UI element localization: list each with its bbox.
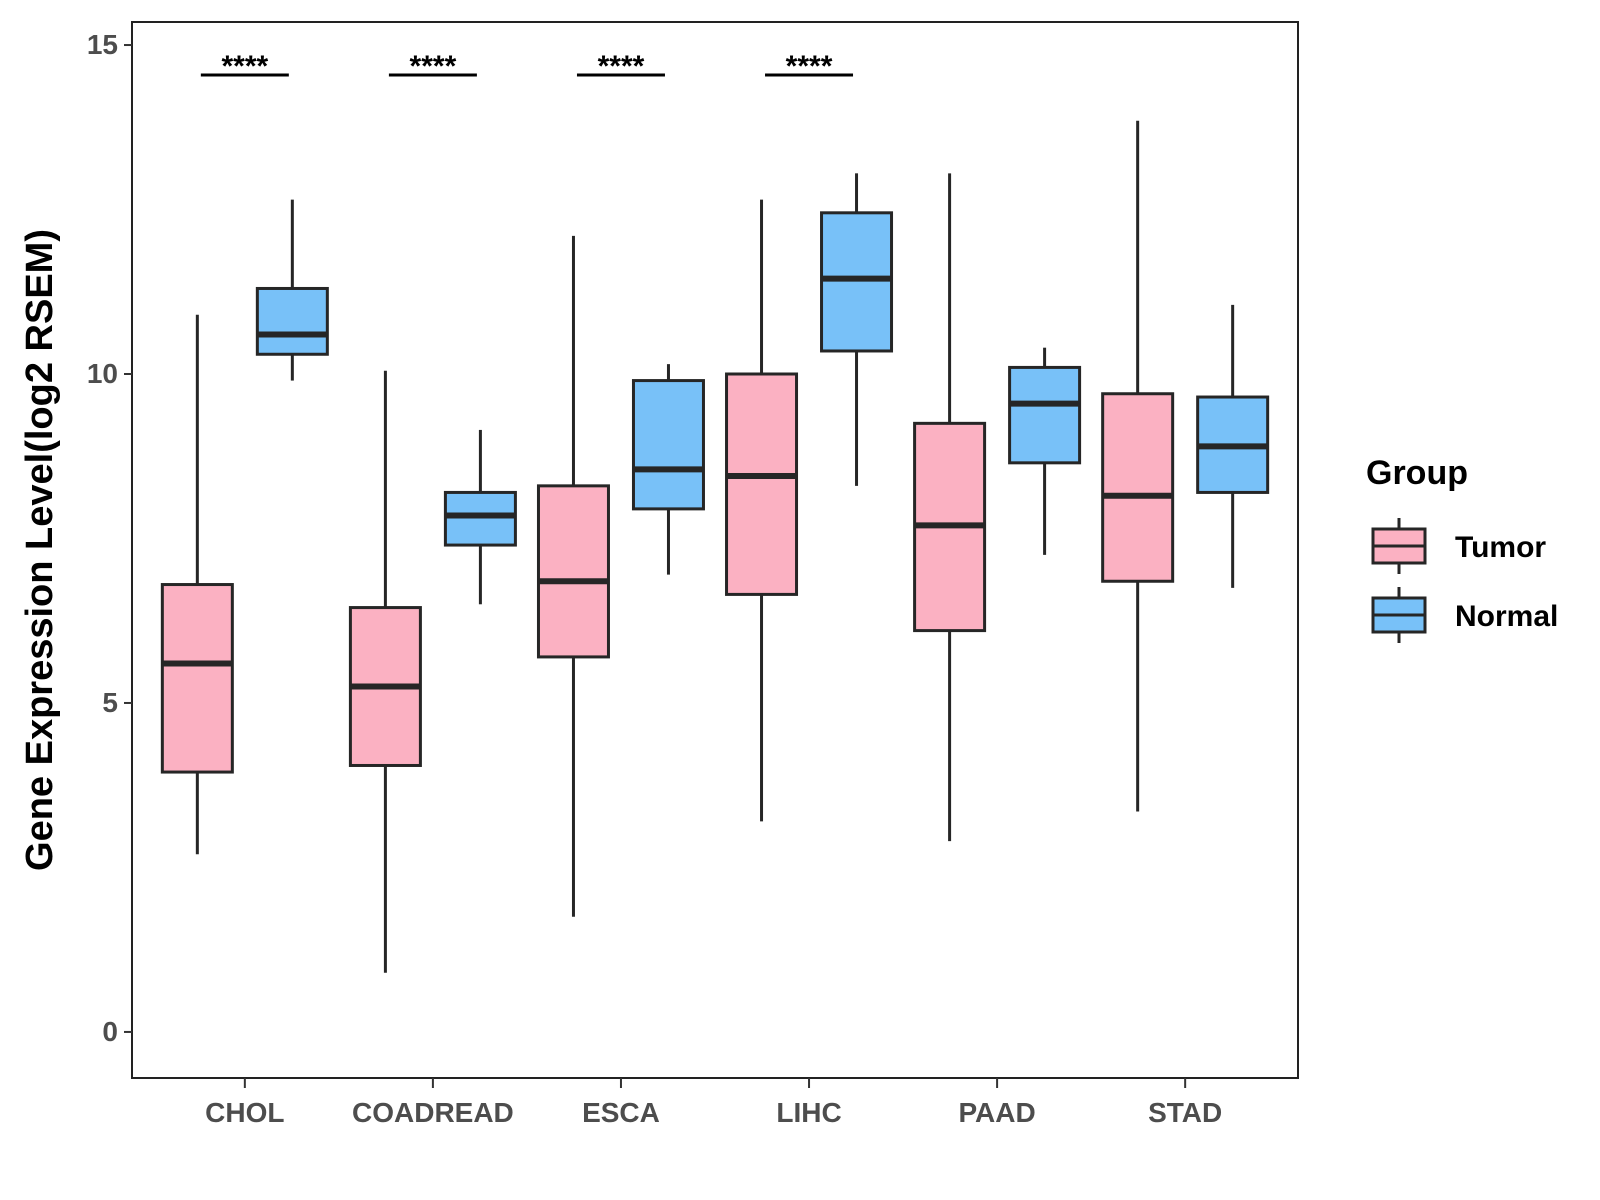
y-tick-label: 15 [87, 29, 118, 60]
significance-label-lihc: **** [786, 50, 833, 83]
legend-title: Group [1366, 454, 1468, 492]
y-tick-label: 0 [102, 1016, 118, 1047]
normal-chol-box [255, 286, 329, 356]
x-tick-label: CHOL [205, 1097, 284, 1128]
normal-paad-box [1008, 365, 1082, 465]
significance-label-coadread: **** [410, 50, 457, 83]
tumor-chol-box [160, 583, 234, 774]
x-tick-label: ESCA [582, 1097, 660, 1128]
normal-coadread-box [443, 490, 517, 547]
x-tick-label: LIHC [776, 1097, 841, 1128]
x-tick-label: COADREAD [352, 1097, 514, 1128]
x-tick-label: STAD [1148, 1097, 1222, 1128]
significance-label-chol: **** [221, 50, 268, 83]
tumor-esca-box [536, 484, 610, 659]
plot-area: 0 5 10 15 CHOL COADREAD ESCA LIHC PAAD STAD **** **… [87, 21, 1299, 1128]
normal-lihc-box [820, 211, 894, 353]
legend-label-normal: Normal [1455, 600, 1558, 633]
y-tick-label: 10 [87, 358, 118, 389]
legend: Group Tumor Normal [1366, 454, 1558, 643]
legend-label-tumor: Tumor [1455, 531, 1546, 564]
significance-label-esca: **** [598, 50, 645, 83]
y-tick-label: 5 [102, 687, 118, 718]
x-tick-label: PAAD [958, 1097, 1035, 1128]
tumor-lihc-box [725, 372, 799, 596]
tumor-stad-box [1101, 392, 1175, 583]
plot-panel-border [131, 21, 1299, 1079]
normal-esca-box [631, 379, 705, 511]
y-axis-title: Gene Expression Level(log2 RSEM) [19, 229, 61, 871]
